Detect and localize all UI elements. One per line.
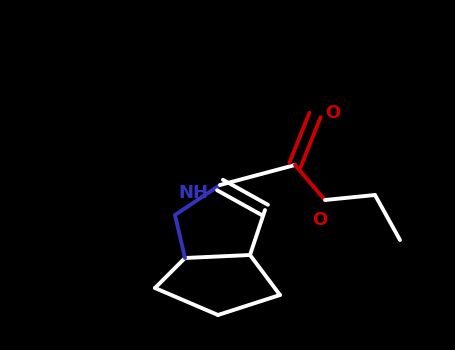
Text: NH: NH (178, 184, 208, 202)
Text: O: O (313, 211, 328, 229)
Text: O: O (325, 104, 341, 122)
